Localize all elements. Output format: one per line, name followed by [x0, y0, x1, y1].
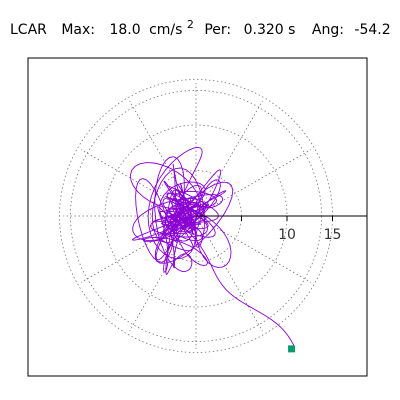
- chart-header: LCAR Max: 18.0 cm/s 2 Per: 0.320 s Ang: …: [10, 16, 391, 38]
- svg-text:LCAR Max: 18.0 cm/: LCAR Max: 18.0 cm/s 2 Per: 0.320 s Ang: …: [10, 16, 391, 38]
- radial-axis: [196, 215, 367, 221]
- tick-labels: 10 15: [278, 227, 341, 243]
- endpoint-marker: [288, 345, 296, 353]
- motion-trace-path: [129, 146, 295, 346]
- radial-tick-label-10: 10: [278, 227, 296, 243]
- endpoint-square: [288, 345, 296, 353]
- max-unit-exponent: 2: [187, 18, 194, 31]
- ang-value: -54.2: [354, 22, 390, 38]
- per-value: 0.320 s: [244, 22, 296, 38]
- max-value: 18.0: [109, 22, 140, 38]
- station-code: LCAR: [10, 22, 47, 38]
- motion-trace: [129, 146, 295, 346]
- max-label: Max:: [61, 22, 95, 38]
- ang-label: Ang:: [312, 22, 344, 38]
- per-label: Per:: [204, 22, 231, 38]
- max-unit: cm/s: [149, 22, 182, 38]
- radial-tick-label-15: 15: [324, 227, 342, 243]
